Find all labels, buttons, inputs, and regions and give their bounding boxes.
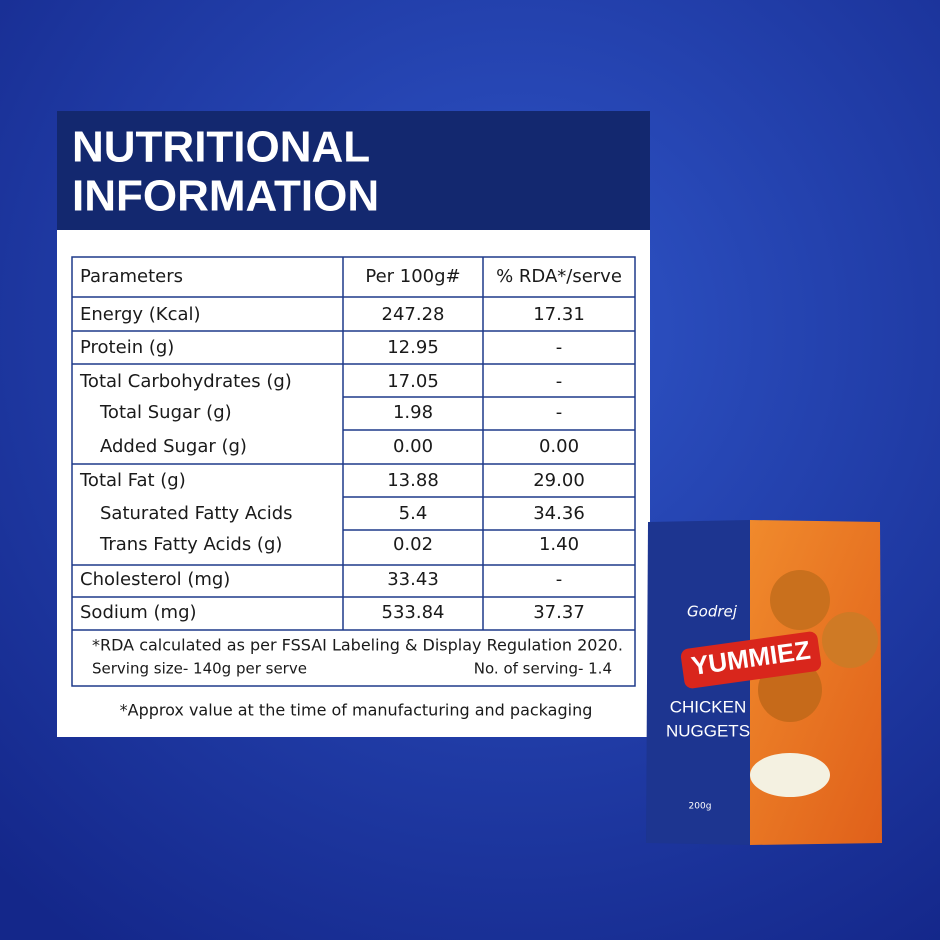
footnote: No. of serving- 1.4 xyxy=(474,660,612,678)
weight: 200g xyxy=(689,802,712,812)
parameter-cell: Protein (g) xyxy=(80,337,174,358)
parameter-cell: Saturated Fatty Acids xyxy=(100,503,293,524)
title-line: INFORMATION xyxy=(72,172,379,221)
value-cell: 533.84 xyxy=(382,602,445,623)
rda-cell: 0.00 xyxy=(539,436,579,457)
header-cell: Parameters xyxy=(80,266,183,287)
value-cell: 0.02 xyxy=(393,534,433,555)
nugget xyxy=(770,570,830,630)
dip xyxy=(750,753,830,797)
parameter-cell: Added Sugar (g) xyxy=(100,436,247,457)
header-cell: % RDA*/serve xyxy=(496,266,622,287)
rda-cell: - xyxy=(556,402,563,423)
value-cell: 33.43 xyxy=(387,569,439,590)
value-cell: 247.28 xyxy=(382,304,445,325)
parameter-cell: Total Carbohydrates (g) xyxy=(79,371,292,392)
note: *Approx value at the time of manufacturi… xyxy=(120,701,593,720)
title-line: NUTRITIONAL xyxy=(72,123,370,172)
header-band xyxy=(57,111,650,230)
value-cell: 13.88 xyxy=(387,470,439,491)
rda-cell: - xyxy=(556,569,563,590)
rda-cell: 1.40 xyxy=(539,534,579,555)
value-cell: 0.00 xyxy=(393,436,433,457)
parameter-cell: Total Fat (g) xyxy=(79,470,186,491)
value-cell: 17.05 xyxy=(387,371,439,392)
value-cell: 12.95 xyxy=(387,337,439,358)
rda-cell: 34.36 xyxy=(533,503,585,524)
footnote: Serving size- 140g per serve xyxy=(92,660,307,678)
rda-cell: - xyxy=(556,371,563,392)
table-border xyxy=(71,256,636,687)
nugget xyxy=(822,612,878,668)
package: Godrej YUMMIEZ CHICKEN NUGGETS 200g xyxy=(646,520,882,845)
header-cell: Per 100g# xyxy=(365,266,460,287)
parameter-cell: Cholesterol (mg) xyxy=(80,569,230,590)
value-cell: 5.4 xyxy=(399,503,428,524)
rda-cell: 37.37 xyxy=(533,602,585,623)
value-cell: 1.98 xyxy=(393,402,433,423)
parameter-cell: Trans Fatty Acids (g) xyxy=(99,534,282,555)
rda-cell: 29.00 xyxy=(533,470,585,491)
rda-cell: - xyxy=(556,337,563,358)
logo-badge xyxy=(680,631,822,689)
parameter-cell: Sodium (mg) xyxy=(80,602,197,623)
rda-cell: 17.31 xyxy=(533,304,585,325)
parameter-cell: Total Sugar (g) xyxy=(99,402,232,423)
product-line: CHICKEN xyxy=(670,697,747,716)
product-line: NUGGETS xyxy=(666,721,750,740)
parameter-cell: Energy (Kcal) xyxy=(80,304,201,325)
footnote: *RDA calculated as per FSSAI Labeling & … xyxy=(92,636,623,655)
table: Parameters Per 100g# % RDA*/serve *RDA c… xyxy=(71,256,636,687)
brand: Godrej xyxy=(687,603,738,621)
